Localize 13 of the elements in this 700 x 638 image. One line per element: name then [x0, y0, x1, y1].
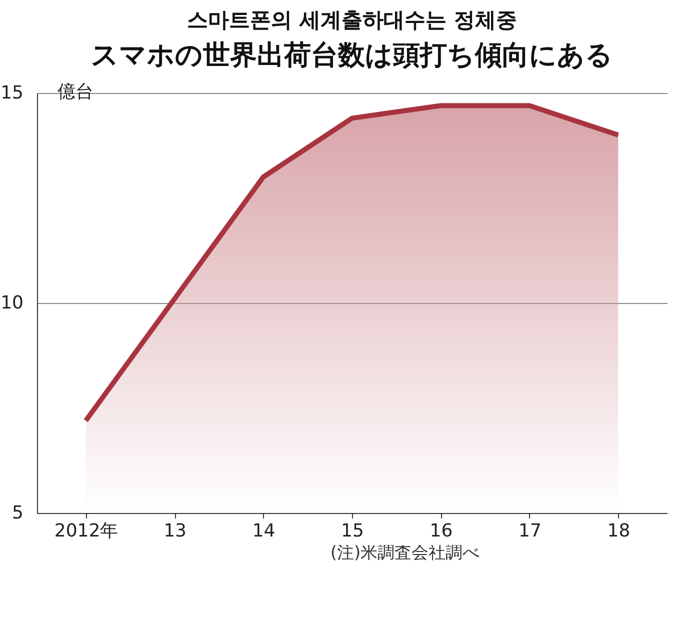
x-tick-label: 14 — [252, 520, 276, 542]
x-tick-label: 16 — [430, 520, 453, 542]
x-tick-label: 17 — [518, 520, 542, 542]
x-tick-label: 15 — [341, 520, 364, 542]
chart-title: 스마트폰의 세계출하대수는 정체중 — [187, 8, 517, 32]
y-tick-label: 5 — [12, 502, 24, 524]
chart-subtitle: スマホの世界出荷台数は頭打ち傾向にある — [91, 40, 613, 71]
y-axis-title: 億台 — [58, 82, 94, 102]
y-tick-label: 10 — [0, 292, 24, 314]
y-tick-label: 15 — [0, 82, 24, 104]
x-tick-label: 2012年 — [54, 520, 118, 542]
x-tick-label: 13 — [164, 520, 186, 542]
x-tick-label: 18 — [607, 520, 630, 542]
